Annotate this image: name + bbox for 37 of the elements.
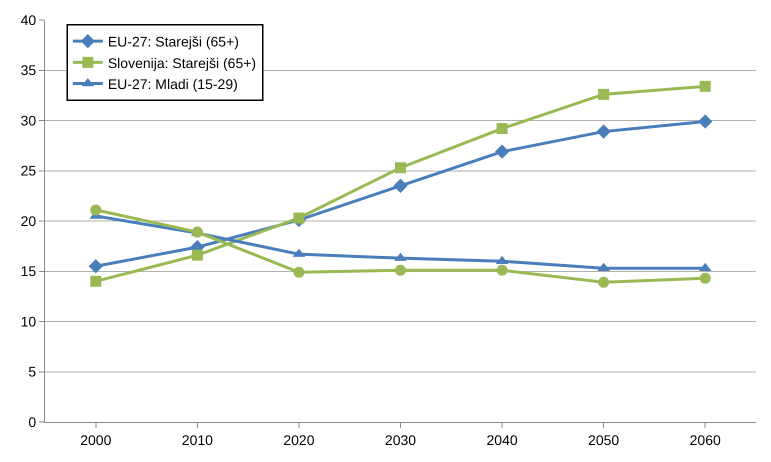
point — [698, 114, 712, 129]
x-tick-label: 2060 — [690, 432, 721, 448]
x-tick-label: 2030 — [384, 432, 416, 448]
x-tick-label: 2040 — [486, 432, 518, 448]
point — [596, 124, 611, 139]
x-tick-label: 2000 — [80, 432, 112, 448]
x-tick-label: 2010 — [182, 432, 214, 448]
point — [700, 80, 711, 92]
legend-label: Slovenija: Starejši (65+) — [108, 54, 256, 71]
point — [393, 178, 408, 193]
point — [494, 144, 510, 159]
x-tick-label: 2050 — [588, 432, 620, 448]
y-tick-label: 25 — [20, 162, 36, 179]
point — [293, 266, 304, 278]
point — [496, 123, 508, 134]
point — [700, 272, 711, 284]
x-tick-label: 2020 — [283, 432, 315, 448]
point — [90, 276, 102, 287]
point — [192, 250, 203, 261]
point — [88, 259, 103, 274]
point — [90, 204, 102, 216]
y-tick-label: 40 — [20, 12, 36, 28]
y-tick-label: 5 — [28, 364, 36, 380]
point — [395, 162, 406, 174]
y-tick-label: 30 — [20, 112, 36, 128]
legend-label: EU-27: Mladi (15-29) — [108, 76, 238, 92]
y-tick-label: 15 — [20, 263, 36, 280]
point — [598, 88, 610, 100]
y-tick-label: 0 — [28, 414, 36, 430]
legend-label: EU-27: Starejši (65+) — [108, 34, 239, 50]
point — [598, 276, 610, 288]
point — [496, 264, 508, 276]
y-tick-label: 10 — [20, 313, 36, 330]
y-tick-label: 20 — [20, 212, 36, 229]
point — [395, 264, 406, 276]
y-tick-label: 35 — [20, 62, 36, 78]
point — [293, 212, 304, 224]
